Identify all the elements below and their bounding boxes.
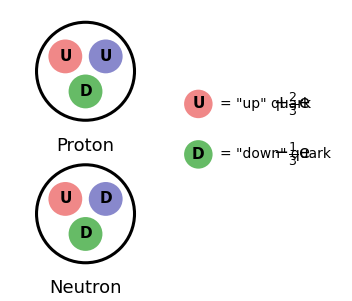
Text: U: U — [59, 191, 71, 206]
Text: D: D — [79, 226, 92, 241]
Circle shape — [184, 90, 213, 118]
Circle shape — [184, 140, 213, 169]
Circle shape — [49, 39, 82, 73]
Text: $+\frac{2}{3}$e: $+\frac{2}{3}$e — [273, 90, 310, 118]
Circle shape — [69, 75, 102, 108]
Circle shape — [89, 182, 122, 216]
Text: D: D — [79, 84, 92, 99]
Circle shape — [89, 39, 122, 73]
Text: U: U — [192, 96, 205, 111]
Text: U: U — [59, 49, 71, 64]
Text: Proton: Proton — [57, 137, 114, 155]
Text: = "down" quark: = "down" quark — [220, 147, 331, 161]
Text: D: D — [99, 191, 112, 206]
Circle shape — [49, 182, 82, 216]
Text: = "up" quark: = "up" quark — [220, 97, 311, 111]
Circle shape — [69, 217, 102, 251]
Text: D: D — [192, 147, 205, 162]
Text: Neutron: Neutron — [49, 279, 122, 297]
Text: $-\frac{1}{3}$e: $-\frac{1}{3}$e — [273, 141, 310, 168]
Text: U: U — [100, 49, 112, 64]
